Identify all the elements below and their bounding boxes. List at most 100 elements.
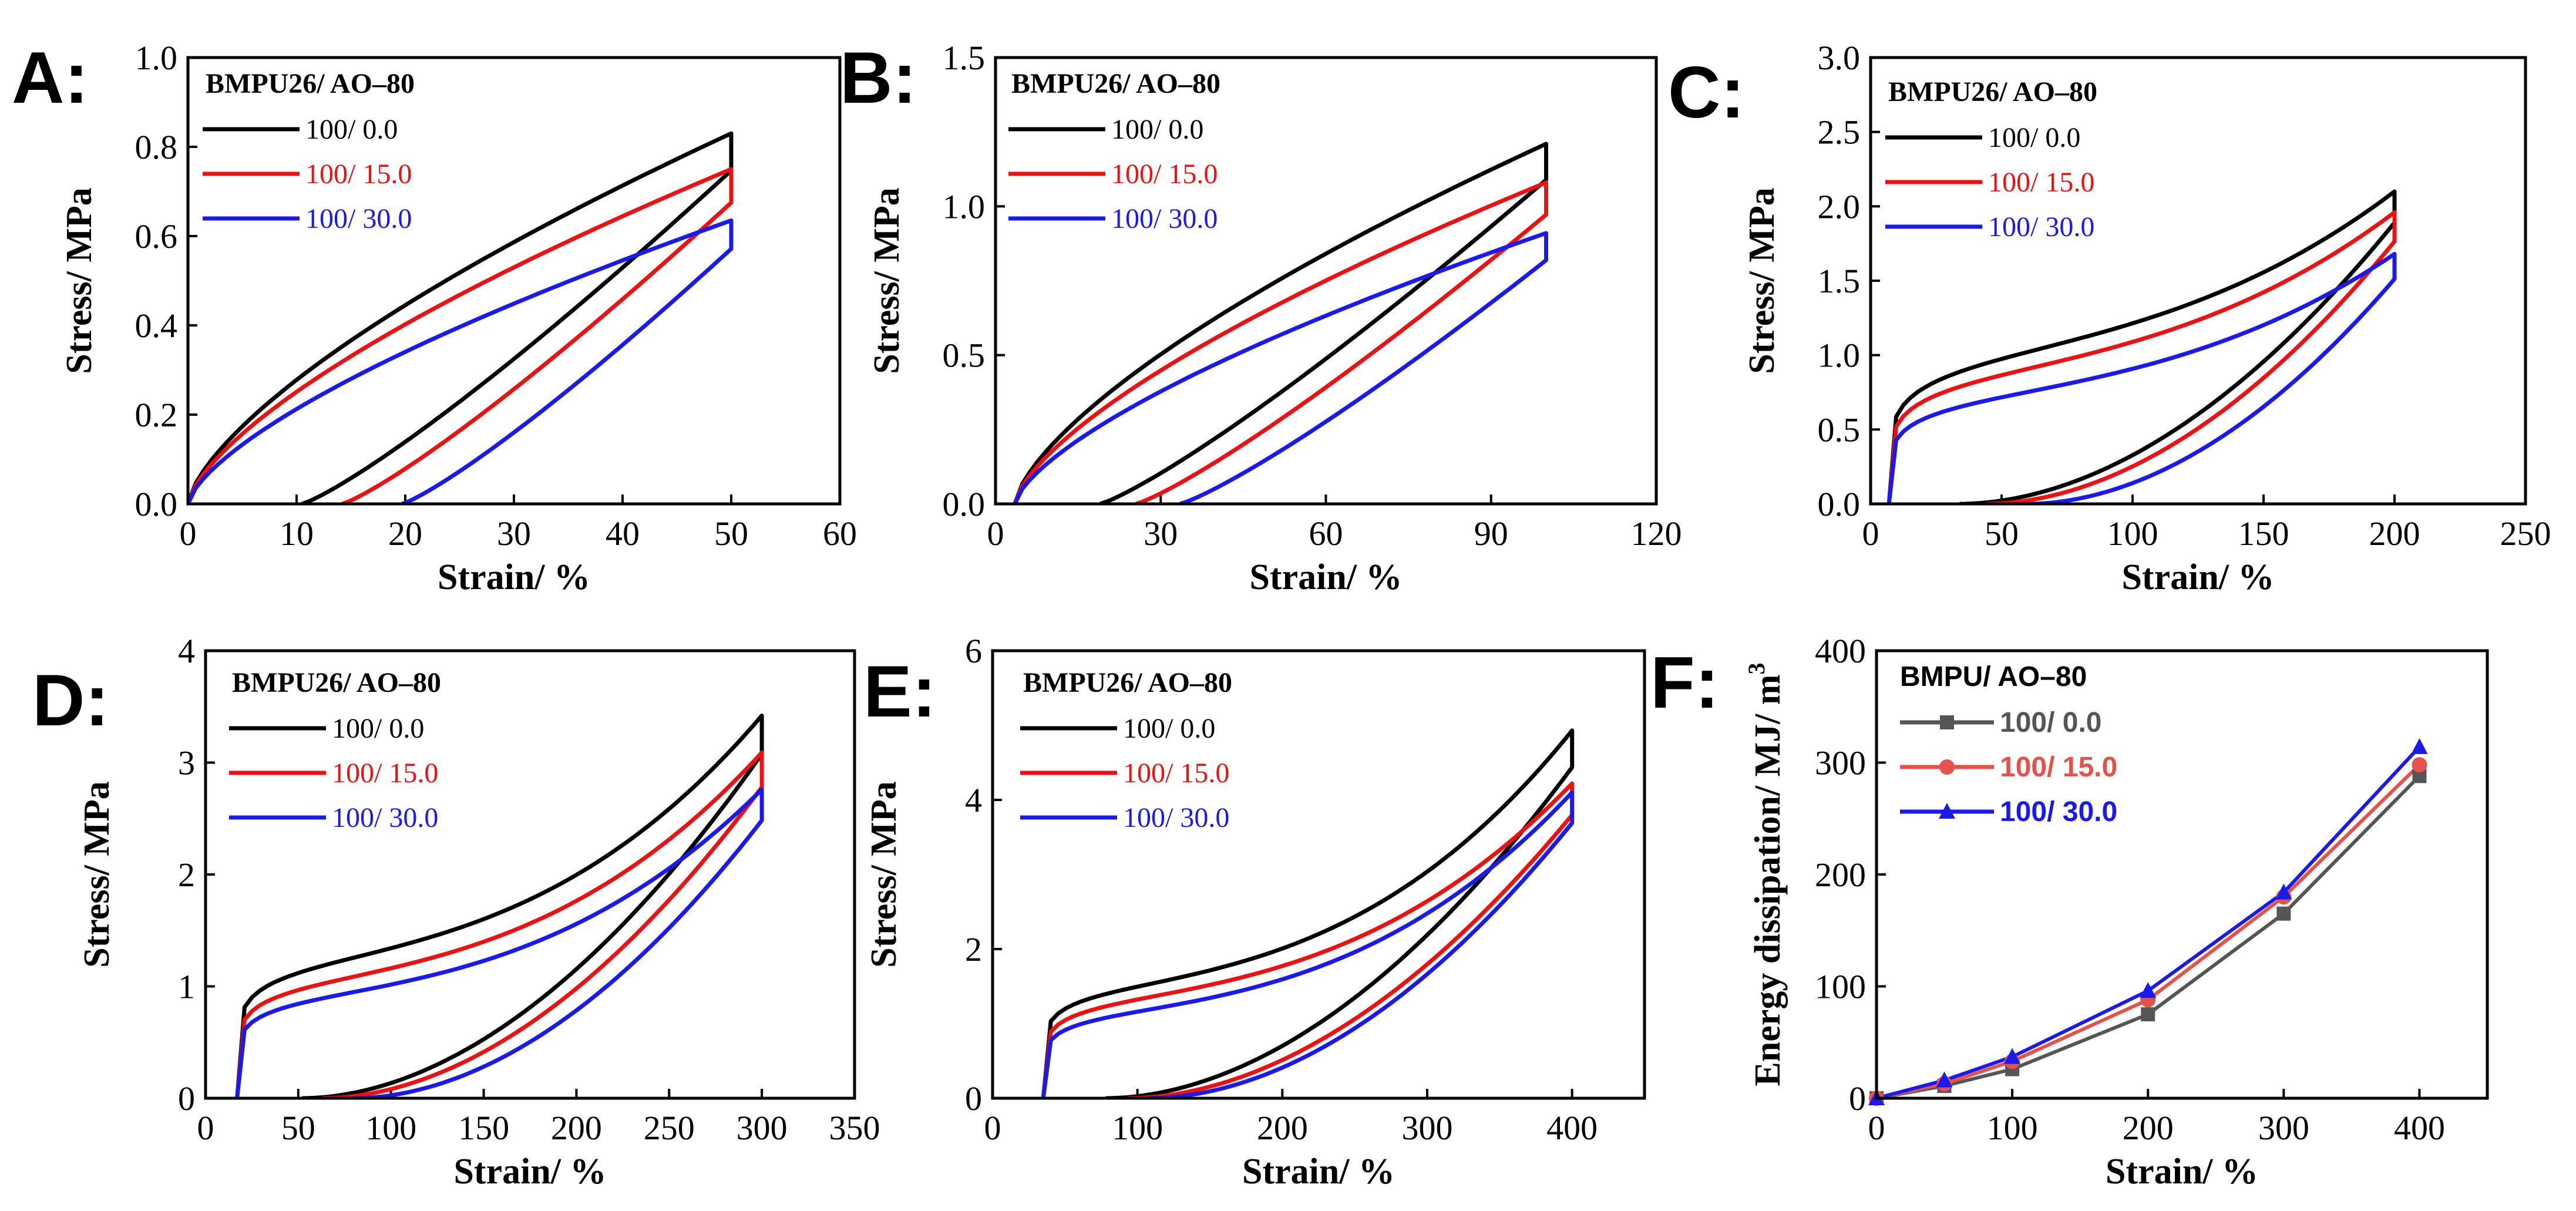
y-tick-label: 0 bbox=[965, 1079, 982, 1118]
legend-label: 100/ 0.0 bbox=[1111, 114, 1203, 145]
y-tick-label: 200 bbox=[1815, 856, 1866, 894]
marker-square bbox=[2276, 906, 2291, 921]
marker-triangle bbox=[2140, 982, 2157, 998]
hysteresis-loop bbox=[1886, 189, 2397, 504]
hysteresis-loop bbox=[1013, 231, 1548, 504]
x-tick-label: 300 bbox=[737, 1109, 788, 1147]
series-group bbox=[1041, 728, 1575, 1098]
legend-title: BMPU26/ AO–80 bbox=[232, 667, 441, 698]
y-tick-label: 300 bbox=[1815, 744, 1866, 782]
marker-triangle bbox=[1936, 1071, 1953, 1088]
y-tick-label: 1.0 bbox=[135, 39, 178, 77]
panel-letter: F: bbox=[1650, 642, 1719, 724]
y-tick-label: 1.0 bbox=[943, 187, 986, 226]
y-tick-label: 0.4 bbox=[135, 307, 178, 345]
y-tick-label: 2.0 bbox=[1818, 187, 1861, 226]
legend-label: 100/ 30.0 bbox=[305, 203, 412, 234]
panel-d: D: 0 50 100 150 200 250 300 350 0 1 2 3 4 Strain/ % Str… bbox=[32, 632, 880, 1192]
y-tick-label: 2.5 bbox=[1818, 113, 1861, 152]
legend-label: 100/ 30.0 bbox=[1123, 802, 1229, 833]
x-axis-label: Strain/ % bbox=[1242, 1152, 1395, 1192]
series-group bbox=[1886, 189, 2397, 504]
marker-triangle bbox=[2004, 1048, 2021, 1064]
y-axis-label: Stress/ MPa bbox=[867, 187, 907, 374]
hysteresis-loop bbox=[235, 787, 764, 1098]
x-tick-label: 350 bbox=[829, 1109, 880, 1147]
x-tick-label: 40 bbox=[606, 514, 640, 553]
x-axis-label: Strain/ % bbox=[2106, 1152, 2258, 1192]
legend-title: BMPU26/ AO–80 bbox=[1888, 76, 2097, 107]
legend-label: 100/ 0.0 bbox=[1123, 713, 1215, 744]
legend-label: 100/ 15.0 bbox=[305, 159, 412, 190]
series-line bbox=[1876, 775, 2421, 1098]
legend-title: BMPU26/ AO–80 bbox=[1011, 68, 1220, 99]
y-tick-label: 3 bbox=[178, 744, 195, 782]
marker-triangle bbox=[1939, 803, 1955, 819]
panel-e: E: 0 100 200 300 400 0 2 4 6 Strain/ % Stress/ MPa B… bbox=[863, 632, 1646, 1192]
legend-label: 100/ 30.0 bbox=[2000, 796, 2117, 827]
x-tick-label: 0 bbox=[987, 514, 1004, 553]
y-axis-label: Stress/ MPa bbox=[864, 781, 904, 967]
panel-a: A: 0 10 20 30 40 50 60 0.0 0.2 0.4 0.6 0.8 1.0 Strain/… bbox=[12, 38, 857, 597]
x-tick-label: 0 bbox=[984, 1109, 1001, 1147]
hysteresis-loop bbox=[1886, 251, 2397, 504]
y-tick-label: 0.5 bbox=[943, 337, 986, 375]
legend-label: 100/ 15.0 bbox=[1988, 167, 2094, 198]
y-tick-label: 1 bbox=[178, 968, 195, 1006]
series-line bbox=[1876, 745, 2421, 1098]
x-tick-label: 50 bbox=[714, 514, 748, 553]
y-tick-label: 1.5 bbox=[1818, 262, 1861, 300]
y-axis-label: Stress/ MPa bbox=[77, 781, 117, 967]
y-axis-label: Stress/ MPa bbox=[59, 187, 99, 374]
legend-label: 100/ 15.0 bbox=[332, 758, 438, 789]
x-tick-label: 120 bbox=[1631, 514, 1682, 553]
panel-letter: D: bbox=[32, 660, 109, 741]
legend-label: 100/ 0.0 bbox=[305, 114, 398, 145]
panel-b: B: 0 30 60 90 120 0.0 0.5 1.0 1.5 Strain/ % Stress/… bbox=[840, 38, 1682, 597]
y-tick-label: 0.8 bbox=[135, 128, 178, 166]
plot-frame bbox=[1869, 56, 2527, 506]
hysteresis-loop bbox=[235, 714, 764, 1098]
panel-f: F: 0 100 200 300 400 0 100 200 300 400 Strain/ % Ene… bbox=[1650, 632, 2489, 1192]
hysteresis-loop bbox=[235, 750, 764, 1098]
series-group bbox=[235, 714, 764, 1098]
plot-frame bbox=[186, 56, 842, 506]
x-tick-label: 100 bbox=[1112, 1109, 1163, 1147]
legend-label: 100/ 30.0 bbox=[1988, 211, 2094, 243]
plot-frame bbox=[994, 56, 1658, 506]
x-axis-label: Strain/ % bbox=[438, 557, 590, 597]
x-tick-label: 0 bbox=[180, 514, 197, 553]
y-tick-label: 2 bbox=[965, 930, 982, 968]
x-tick-label: 200 bbox=[551, 1109, 602, 1147]
x-tick-label: 100 bbox=[2107, 514, 2158, 553]
y-tick-label: 4 bbox=[965, 781, 982, 819]
panel-letter: C: bbox=[1668, 52, 1745, 133]
legend-title: BMPU26/ AO–80 bbox=[1023, 667, 1232, 698]
y-tick-label: 0 bbox=[178, 1079, 195, 1118]
x-tick-label: 50 bbox=[1985, 514, 2019, 553]
hysteresis-loop bbox=[1013, 142, 1548, 504]
plot-frame bbox=[204, 649, 856, 1100]
hysteresis-loop bbox=[188, 131, 734, 504]
x-axis-label: Strain/ % bbox=[1249, 557, 1402, 597]
x-tick-label: 200 bbox=[1257, 1109, 1308, 1147]
legend-title: BMPU/ AO–80 bbox=[1900, 661, 2087, 692]
x-tick-label: 400 bbox=[1546, 1109, 1598, 1147]
x-tick-label: 50 bbox=[281, 1109, 315, 1147]
y-tick-label: 2 bbox=[178, 856, 195, 894]
y-tick-label: 0.5 bbox=[1818, 411, 1861, 449]
x-axis-label: Strain/ % bbox=[453, 1152, 606, 1192]
x-tick-label: 300 bbox=[1402, 1109, 1453, 1147]
x-tick-label: 250 bbox=[2500, 514, 2551, 553]
panel-letter: E: bbox=[863, 651, 936, 732]
marker-circle bbox=[1939, 759, 1955, 775]
y-axis-label: Stress/ MPa bbox=[1742, 187, 1782, 374]
x-tick-label: 150 bbox=[458, 1109, 509, 1147]
marker-square bbox=[2141, 1007, 2155, 1022]
x-tick-label: 90 bbox=[1474, 514, 1508, 553]
x-tick-label: 60 bbox=[823, 514, 857, 553]
y-tick-label: 1.5 bbox=[943, 39, 986, 77]
legend-label: 100/ 0.0 bbox=[332, 713, 424, 744]
hysteresis-loop bbox=[1041, 728, 1575, 1098]
